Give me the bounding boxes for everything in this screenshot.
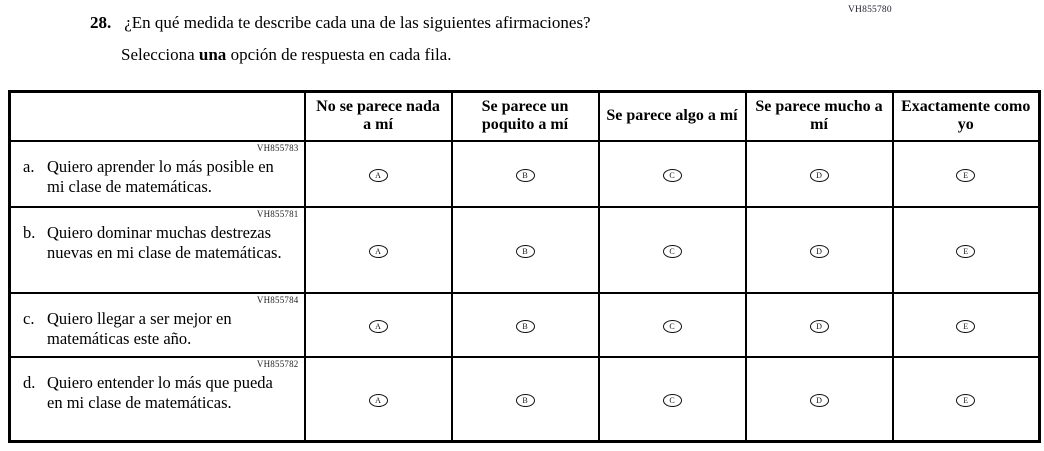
answer-bubble-b-C[interactable]: C bbox=[662, 244, 682, 258]
matrix-question-table: No se parece nada a mí Se parece un poqu… bbox=[8, 90, 1041, 444]
cell-a-3: C bbox=[597, 139, 747, 208]
cell-c-2: B bbox=[450, 291, 600, 358]
column-header-1: No se parece nada a mí bbox=[303, 90, 453, 142]
instruction-prefix: Selecciona bbox=[121, 45, 199, 64]
statement-cell-c: VH855784 c. Quiero llegar a ser mejor en… bbox=[8, 291, 306, 358]
cell-d-4: D bbox=[744, 355, 894, 443]
answer-bubble-c-D[interactable]: D bbox=[809, 319, 829, 333]
cell-a-1: A bbox=[303, 139, 453, 208]
answer-bubble-d-E[interactable]: E bbox=[956, 394, 976, 408]
question-text: ¿En qué medida te describe cada una de l… bbox=[124, 13, 591, 32]
row-code-d: VH855782 bbox=[256, 358, 299, 369]
cell-d-2: B bbox=[450, 355, 600, 443]
answer-bubble-b-A[interactable]: A bbox=[368, 244, 388, 258]
header-row: No se parece nada a mí Se parece un poqu… bbox=[8, 90, 1041, 142]
column-header-4: Se parece mucho a mí bbox=[744, 90, 894, 142]
statement-cell-d: VH855782 d. Quiero entender lo más que p… bbox=[8, 355, 306, 443]
table-row-c: VH855784 c. Quiero llegar a ser mejor en… bbox=[8, 291, 1041, 358]
statement-cell-a: VH855783 a. Quiero aprender lo más posib… bbox=[8, 139, 306, 208]
column-header-2: Se parece un poquito a mí bbox=[450, 90, 600, 142]
cell-c-5: E bbox=[891, 291, 1041, 358]
statement-text-a: Quiero aprender lo más posible en mi cla… bbox=[47, 156, 274, 196]
answer-bubble-a-C[interactable]: C bbox=[662, 168, 682, 182]
cell-a-2: B bbox=[450, 139, 600, 208]
cell-a-5: E bbox=[891, 139, 1041, 208]
statement-cell-b: VH855781 b. Quiero dominar muchas destre… bbox=[8, 205, 306, 294]
row-letter-c: c. bbox=[23, 308, 35, 328]
answer-bubble-d-C[interactable]: C bbox=[662, 394, 682, 408]
answer-bubble-b-E[interactable]: E bbox=[956, 244, 976, 258]
row-code-c: VH855784 bbox=[256, 294, 299, 305]
question-instruction: Selecciona una opción de respuesta en ca… bbox=[121, 45, 451, 65]
cell-d-3: C bbox=[597, 355, 747, 443]
answer-bubble-b-B[interactable]: B bbox=[515, 244, 535, 258]
answer-bubble-c-E[interactable]: E bbox=[956, 319, 976, 333]
cell-d-1: A bbox=[303, 355, 453, 443]
question-accession-code: VH855780 bbox=[848, 5, 892, 15]
cell-b-5: E bbox=[891, 205, 1041, 294]
answer-bubble-d-D[interactable]: D bbox=[809, 394, 829, 408]
cell-c-1: A bbox=[303, 291, 453, 358]
statement-text-c: Quiero llegar a ser mejor en matemáticas… bbox=[47, 308, 232, 348]
cell-b-4: D bbox=[744, 205, 894, 294]
answer-bubble-a-E[interactable]: E bbox=[956, 168, 976, 182]
answer-bubble-b-D[interactable]: D bbox=[809, 244, 829, 258]
statement-text-d: Quiero entender lo más que pueda en mi c… bbox=[47, 372, 273, 412]
row-code-b: VH855781 bbox=[256, 208, 299, 219]
cell-b-3: C bbox=[597, 205, 747, 294]
corner-cell bbox=[8, 90, 306, 142]
answer-bubble-a-D[interactable]: D bbox=[809, 168, 829, 182]
table-row-d: VH855782 d. Quiero entender lo más que p… bbox=[8, 355, 1041, 443]
row-letter-a: a. bbox=[23, 156, 35, 176]
row-letter-d: d. bbox=[23, 372, 36, 392]
cell-b-1: A bbox=[303, 205, 453, 294]
cell-b-2: B bbox=[450, 205, 600, 294]
response-matrix: No se parece nada a mí Se parece un poqu… bbox=[8, 90, 1041, 444]
answer-bubble-a-A[interactable]: A bbox=[368, 168, 388, 182]
question-stem: 28. ¿En qué medida te describe cada una d… bbox=[90, 13, 591, 33]
answer-bubble-a-B[interactable]: B bbox=[515, 168, 535, 182]
answer-bubble-c-A[interactable]: A bbox=[368, 319, 388, 333]
row-letter-b: b. bbox=[23, 222, 36, 242]
table-row-a: VH855783 a. Quiero aprender lo más posib… bbox=[8, 139, 1041, 208]
question-number: 28. bbox=[90, 13, 112, 32]
cell-c-4: D bbox=[744, 291, 894, 358]
answer-bubble-d-B[interactable]: B bbox=[515, 394, 535, 408]
column-header-5: Exactamente como yo bbox=[891, 90, 1041, 142]
column-header-3: Se parece algo a mí bbox=[597, 90, 747, 142]
cell-d-5: E bbox=[891, 355, 1041, 443]
cell-a-4: D bbox=[744, 139, 894, 208]
answer-bubble-c-B[interactable]: B bbox=[515, 319, 535, 333]
row-code-a: VH855783 bbox=[256, 142, 299, 153]
answer-bubble-d-A[interactable]: A bbox=[368, 394, 388, 408]
instruction-suffix: opción de respuesta en cada fila. bbox=[226, 45, 452, 64]
instruction-bold-word: una bbox=[198, 45, 227, 64]
table-row-b: VH855781 b. Quiero dominar muchas destre… bbox=[8, 205, 1041, 294]
answer-bubble-c-C[interactable]: C bbox=[662, 319, 682, 333]
cell-c-3: C bbox=[597, 291, 747, 358]
statement-text-b: Quiero dominar muchas destrezas nuevas e… bbox=[47, 222, 282, 262]
